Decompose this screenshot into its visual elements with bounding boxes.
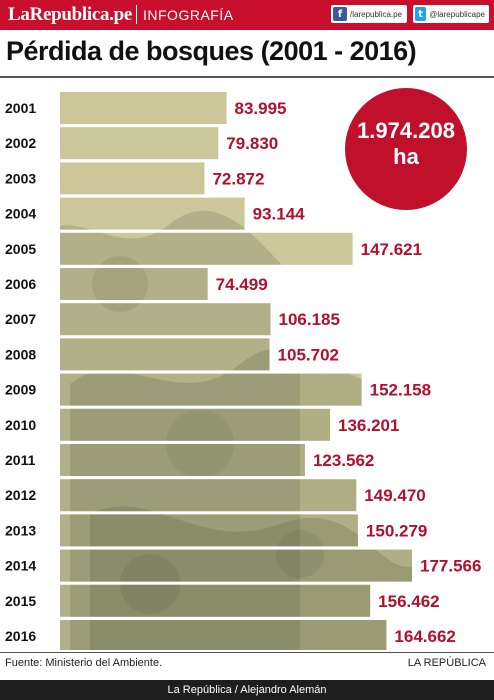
- bar-2005: [60, 232, 353, 265]
- footer-divider: [0, 652, 494, 653]
- year-label: 2004: [5, 206, 36, 222]
- year-label: 2006: [5, 276, 36, 292]
- twitter-handle: @larepublicape: [429, 9, 485, 19]
- value-label: 149.470: [364, 486, 425, 505]
- title-divider: [0, 76, 494, 78]
- bar-2016: [60, 620, 387, 650]
- value-label: 83.995: [235, 99, 287, 118]
- value-label: 79.830: [226, 134, 278, 153]
- total-value: 1.974.208: [357, 118, 455, 143]
- year-label: 2005: [5, 241, 36, 257]
- brand-logo[interactable]: LaRepublica.pe: [8, 4, 133, 25]
- value-label: 106.185: [278, 310, 339, 329]
- chart-title: Pérdida de bosques (2001 - 2016): [6, 36, 417, 66]
- bar-2010: [60, 408, 330, 441]
- year-label: 2003: [5, 170, 36, 186]
- year-label: 2002: [5, 135, 36, 151]
- value-label: 147.621: [361, 240, 422, 259]
- bar-2007: [60, 303, 271, 336]
- bar-2002: [60, 127, 219, 160]
- bar-2014: [60, 549, 412, 582]
- facebook-link[interactable]: f /larepublica.pe: [331, 5, 407, 23]
- year-label: 2007: [5, 311, 36, 327]
- credit-bar: La República / Alejandro Alemán: [0, 680, 494, 700]
- bar-2001: [60, 92, 227, 124]
- top-bar: LaRepublica.pe INFOGRAFÍA f /larepublica…: [0, 0, 494, 30]
- value-label: 164.662: [394, 627, 455, 646]
- bar-2013: [60, 514, 358, 547]
- value-label: 93.144: [253, 205, 306, 224]
- value-label: 150.279: [366, 521, 427, 540]
- source-note: Fuente: Ministerio del Ambiente.: [5, 657, 163, 669]
- bar-2003: [60, 162, 205, 195]
- value-label: 105.702: [278, 345, 339, 364]
- section-label: INFOGRAFÍA: [143, 7, 234, 23]
- total-unit: ha: [393, 144, 419, 169]
- bar-2012: [60, 479, 357, 512]
- year-label: 2014: [5, 558, 36, 574]
- publisher-label: LA REPÚBLICA: [407, 657, 486, 669]
- bar-2015: [60, 584, 371, 617]
- value-label: 152.158: [370, 381, 431, 400]
- bar-2004: [60, 197, 245, 230]
- bar-2009: [60, 373, 362, 406]
- twitter-icon: t: [415, 7, 427, 21]
- year-label: 2008: [5, 346, 36, 362]
- brand-divider: [136, 5, 137, 24]
- bar-2008: [60, 338, 270, 371]
- value-label: 136.201: [338, 416, 399, 435]
- facebook-icon: f: [333, 7, 347, 21]
- twitter-link[interactable]: t @larepublicape: [413, 5, 489, 23]
- total-circle: [345, 88, 467, 210]
- value-label: 156.462: [378, 592, 439, 611]
- year-label: 2013: [5, 522, 36, 538]
- value-label: 177.566: [420, 557, 481, 576]
- year-label: 2011: [5, 452, 36, 468]
- facebook-handle: /larepublica.pe: [350, 9, 403, 19]
- value-label: 72.872: [212, 169, 264, 188]
- year-label: 2010: [5, 417, 36, 433]
- bar-2006: [60, 268, 208, 300]
- year-label: 2009: [5, 382, 36, 398]
- value-label: 123.562: [313, 451, 374, 470]
- bar-chart: 2001 83.995 2002 79.830 2003 72.872 2004 93.144…: [5, 92, 481, 650]
- year-label: 2012: [5, 487, 36, 503]
- value-label: 74.499: [216, 275, 268, 294]
- year-label: 2016: [5, 628, 36, 644]
- bar-2011: [60, 444, 305, 476]
- year-label: 2001: [5, 100, 36, 116]
- year-label: 2015: [5, 593, 36, 609]
